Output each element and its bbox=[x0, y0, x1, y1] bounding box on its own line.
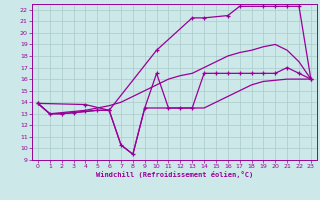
X-axis label: Windchill (Refroidissement éolien,°C): Windchill (Refroidissement éolien,°C) bbox=[96, 171, 253, 178]
